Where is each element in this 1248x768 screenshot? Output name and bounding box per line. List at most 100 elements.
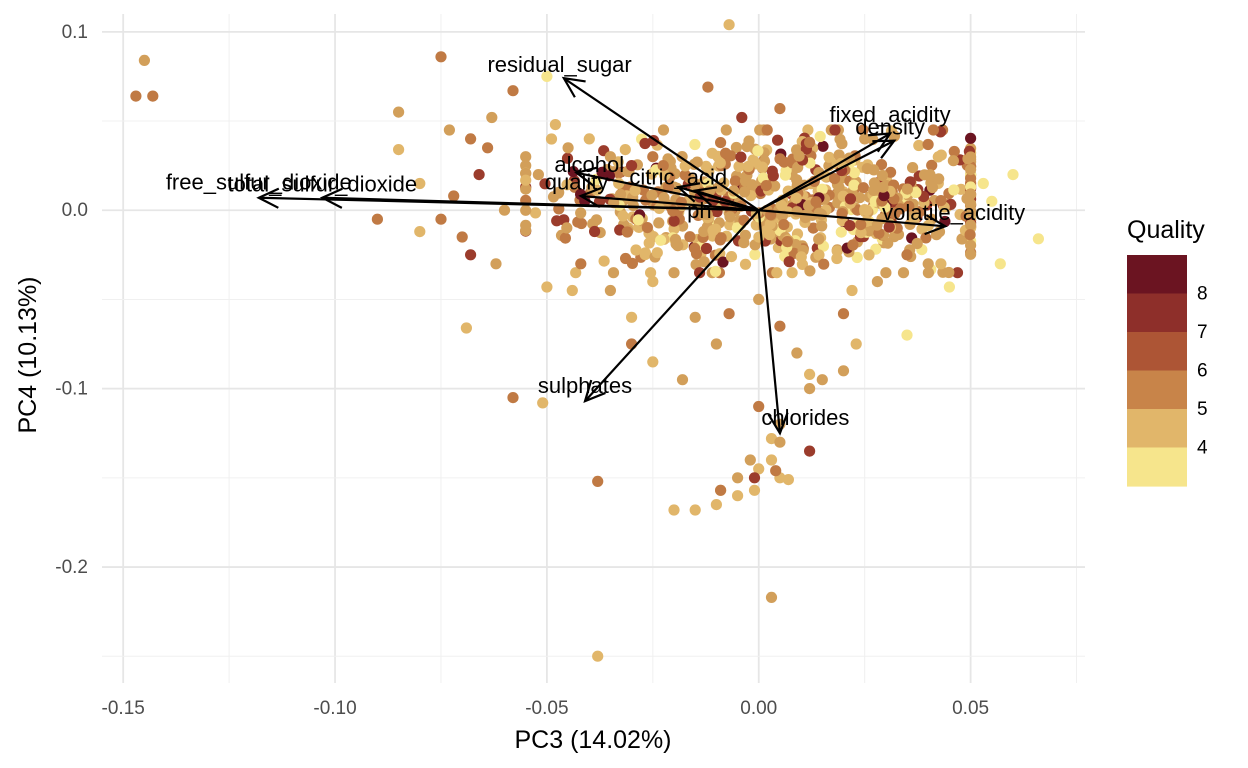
data-point xyxy=(746,179,758,191)
x-tick-label: -0.05 xyxy=(525,698,568,719)
data-point xyxy=(804,265,816,277)
data-point xyxy=(604,151,617,163)
x-tick-label: 0.05 xyxy=(952,698,989,719)
data-point xyxy=(770,465,782,477)
arrow-head xyxy=(675,182,701,203)
data-point xyxy=(613,167,625,179)
data-point xyxy=(871,276,884,288)
arrow-head xyxy=(692,186,718,207)
data-point xyxy=(617,210,629,222)
data-point xyxy=(482,142,494,154)
data-point xyxy=(615,188,627,201)
data-point xyxy=(561,152,574,164)
data-point xyxy=(732,490,744,502)
data-point xyxy=(670,238,682,250)
data-point xyxy=(948,184,960,196)
data-point xyxy=(767,170,779,182)
data-point xyxy=(742,160,754,173)
data-point xyxy=(913,139,925,152)
data-point xyxy=(810,196,822,208)
data-point xyxy=(911,237,923,250)
data-point xyxy=(598,255,610,267)
data-point xyxy=(532,169,545,181)
loading-arrow xyxy=(580,194,759,212)
data-point xyxy=(786,267,798,279)
data-point xyxy=(920,232,932,244)
data-point xyxy=(706,147,718,159)
loading-arrow xyxy=(758,139,895,212)
data-point xyxy=(490,258,502,270)
data-point xyxy=(935,195,947,207)
y-tick-label: 0.1 xyxy=(62,22,88,43)
data-point xyxy=(138,54,150,66)
data-point xyxy=(783,256,795,268)
loading-label: quality xyxy=(545,170,609,195)
data-point xyxy=(908,213,921,225)
data-point xyxy=(570,267,582,279)
data-point xyxy=(795,251,807,263)
data-point xyxy=(658,192,670,204)
loading-arrow xyxy=(322,196,759,212)
data-point xyxy=(473,169,485,181)
data-point xyxy=(701,208,713,220)
data-point xyxy=(761,124,773,136)
data-point xyxy=(771,267,783,279)
data-point xyxy=(717,256,729,268)
data-point xyxy=(760,180,772,192)
data-point xyxy=(880,267,892,279)
data-point xyxy=(659,169,671,181)
data-point xyxy=(804,136,816,148)
data-point xyxy=(486,111,498,124)
data-point xyxy=(756,161,768,173)
data-point xyxy=(977,177,989,190)
data-point xyxy=(545,133,558,145)
legend-label: 8 xyxy=(1197,284,1208,305)
x-tick-label: -0.15 xyxy=(102,698,145,719)
data-point xyxy=(846,284,858,297)
arrow-head xyxy=(561,76,586,98)
data-point xyxy=(715,137,727,149)
data-point xyxy=(744,454,756,466)
data-point xyxy=(561,179,573,191)
loading-arrow xyxy=(584,209,760,402)
data-point xyxy=(460,322,472,334)
data-point xyxy=(779,169,792,181)
data-point xyxy=(1007,169,1019,181)
data-point xyxy=(903,200,915,212)
data-point xyxy=(498,204,511,216)
data-point xyxy=(863,249,875,261)
data-point xyxy=(932,151,944,163)
data-point xyxy=(774,153,786,165)
data-point xyxy=(735,151,747,163)
data-point xyxy=(559,232,572,244)
data-point xyxy=(765,591,778,604)
data-point xyxy=(836,138,848,150)
data-point xyxy=(965,248,977,260)
data-point xyxy=(837,308,850,320)
legend-label: 5 xyxy=(1197,399,1208,420)
data-point xyxy=(639,248,651,261)
data-point xyxy=(520,183,532,195)
data-point xyxy=(948,145,960,158)
data-point xyxy=(641,222,654,234)
y-axis-ticks: 0.1 0.0 -0.1 -0.2 xyxy=(55,22,88,578)
data-point xyxy=(833,181,845,193)
data-point xyxy=(668,215,680,227)
data-point xyxy=(943,266,955,279)
data-point xyxy=(769,180,781,192)
data-point xyxy=(888,130,901,142)
y-tick-label: 0.0 xyxy=(62,200,88,221)
data-point xyxy=(765,454,778,466)
data-point xyxy=(994,258,1006,270)
legend-swatch xyxy=(1127,447,1187,487)
data-point xyxy=(589,225,601,238)
data-point xyxy=(816,183,828,195)
data-point xyxy=(393,144,405,156)
x-axis-title: PC3 (14.02%) xyxy=(514,726,671,754)
data-point xyxy=(804,383,816,395)
data-point xyxy=(539,178,551,190)
data-point xyxy=(951,267,964,279)
data-point xyxy=(901,183,914,195)
loading-label: chlorides xyxy=(761,405,849,430)
